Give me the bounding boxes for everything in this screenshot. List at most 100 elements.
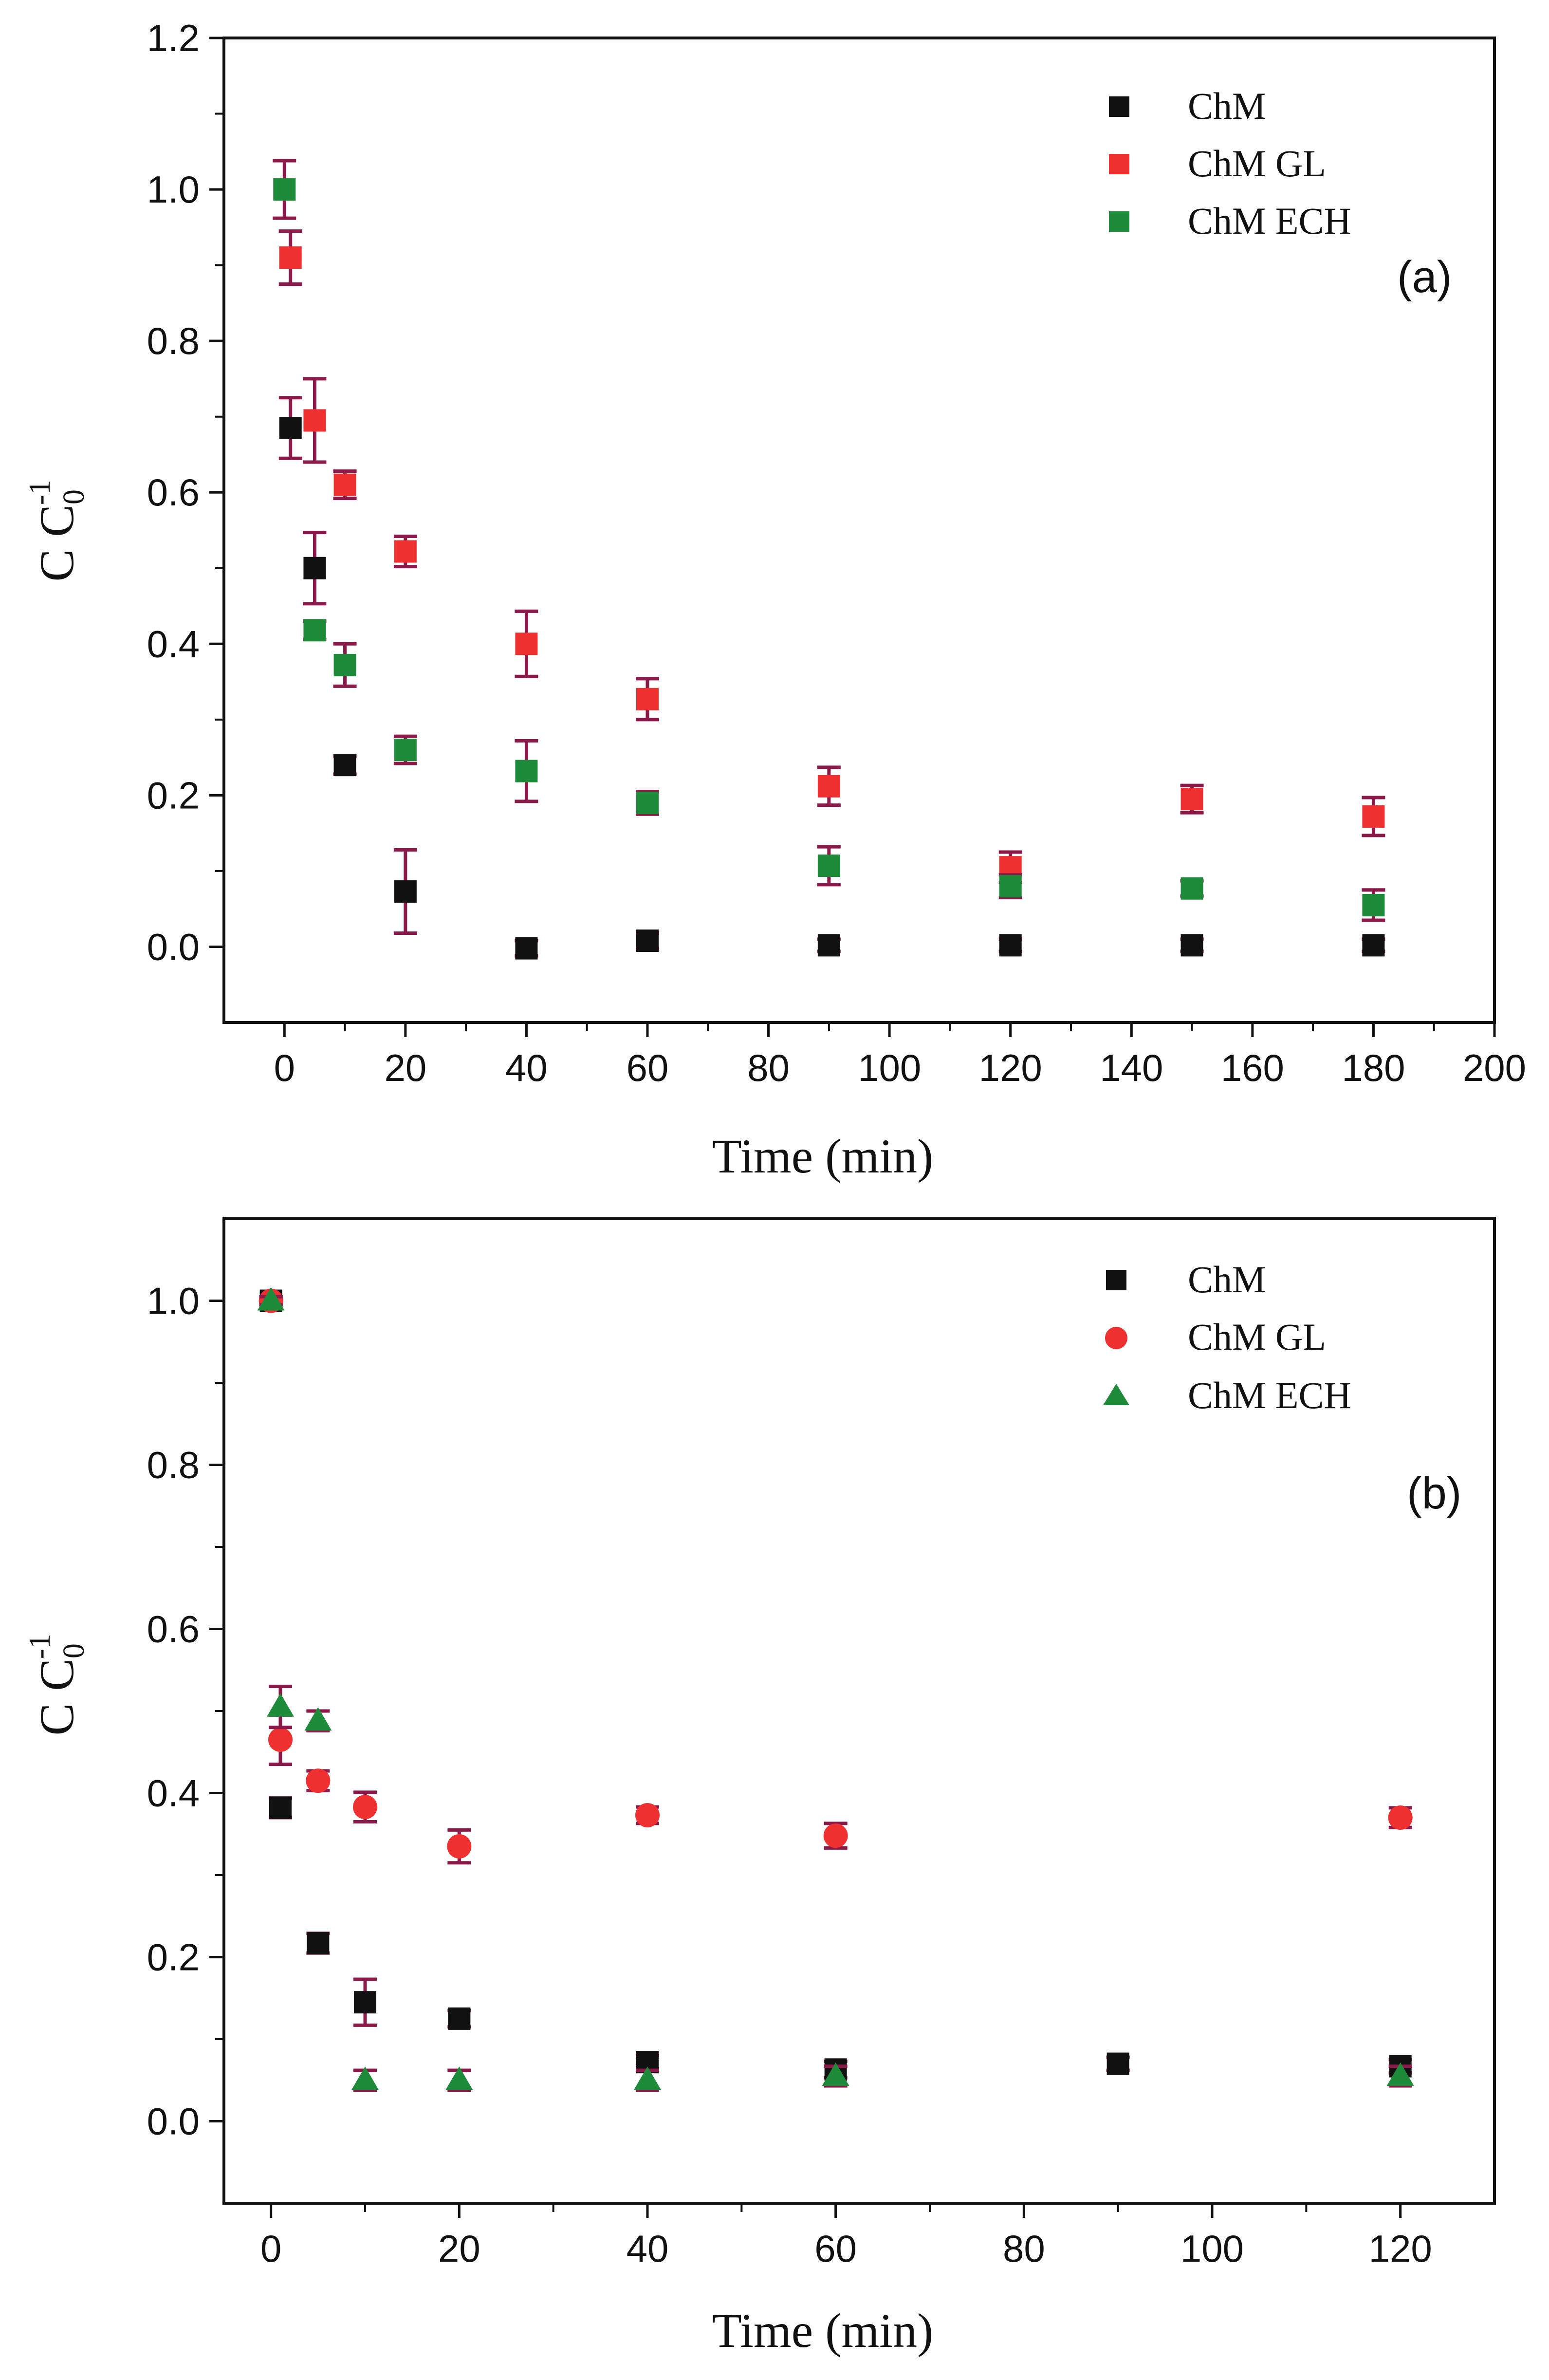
x-axis-label: Time (min) — [712, 2304, 934, 2358]
data-point-chm — [1362, 934, 1385, 957]
data-point-chm — [394, 880, 417, 903]
y-axis-label-main: C C — [30, 1658, 84, 1735]
x-tick-label: 200 — [1463, 1046, 1526, 1089]
series-chm — [278, 396, 1385, 960]
data-point-chm-gl — [823, 1823, 848, 1848]
data-point-chm-ech — [817, 855, 840, 877]
x-tick-label: 120 — [1369, 2227, 1432, 2270]
legend-label-chm: ChM — [1188, 1258, 1266, 1301]
data-point-chm-gl — [515, 632, 538, 655]
x-tick-label: 120 — [979, 1046, 1042, 1089]
data-point-chm — [1180, 934, 1203, 957]
legend-label-chm-ech: ChM ECH — [1188, 200, 1351, 242]
y-tick-label: 0.2 — [147, 774, 200, 817]
data-point-chm-ech — [515, 760, 538, 782]
data-point-chm — [279, 417, 302, 440]
data-point-chm-gl — [268, 1727, 293, 1752]
data-point-chm-gl — [1362, 805, 1385, 828]
data-point-chm-gl — [636, 688, 659, 710]
data-point-chm — [269, 1796, 292, 1819]
y-tick-label: 0.2 — [147, 1936, 200, 1979]
data-point-chm-gl — [303, 409, 326, 432]
data-point-chm-ech — [394, 739, 417, 762]
legend-marker-chm-gl — [1109, 154, 1129, 174]
x-tick-label: 60 — [627, 1046, 669, 1089]
data-point-chm-gl — [333, 473, 356, 496]
legend-label-chm-gl: ChM GL — [1188, 1316, 1326, 1358]
data-point-chm-gl — [353, 1795, 377, 1820]
x-tick-label: 40 — [505, 1046, 548, 1089]
x-tick-label: 140 — [1100, 1046, 1163, 1089]
data-point-chm — [999, 934, 1022, 957]
y-tick-label: 0.8 — [147, 319, 200, 362]
data-point-chm-ech — [634, 2066, 661, 2090]
y-axis-label-sub: 0 — [57, 489, 91, 504]
legend-marker-chm — [1106, 1270, 1126, 1290]
data-point-chm — [333, 754, 356, 777]
data-point-chm — [1106, 2052, 1129, 2075]
data-point-chm — [515, 937, 538, 960]
legend-label-chm-gl: ChM GL — [1188, 142, 1326, 185]
data-point-chm-ech — [636, 791, 659, 814]
y-tick-label: 0.0 — [147, 925, 200, 968]
data-point-chm-gl — [1388, 1805, 1413, 1830]
y-tick-label: 0.6 — [147, 1608, 200, 1651]
data-point-chm — [817, 934, 840, 957]
y-tick-label: 0.6 — [147, 471, 200, 514]
y-axis-label-sub: 0 — [57, 1643, 91, 1658]
svg-text:C C0-1: C C0-1 — [23, 480, 91, 581]
x-tick-label: 80 — [1003, 2227, 1045, 2270]
data-point-chm — [448, 2007, 471, 2030]
y-tick-label: 0.4 — [147, 1772, 200, 1815]
y-tick-label: 1.2 — [147, 17, 200, 59]
data-point-chm-ech — [822, 2062, 849, 2086]
panel-a: 0 20 40 60 80 100 120 140 160 180 200 0.0 0.2 0.4 0.6 0… — [23, 17, 1526, 1183]
y-axis-label-sup: -1 — [23, 480, 56, 505]
x-tick-label: 160 — [1221, 1046, 1284, 1089]
data-point-chm — [354, 1991, 376, 2014]
y-axis-label-main: C C — [30, 504, 84, 581]
data-point-chm-ech — [273, 178, 296, 201]
legend-marker-chm — [1109, 96, 1129, 117]
legend-marker-chm-ech — [1103, 1384, 1129, 1405]
data-point-chm-ech — [304, 1707, 332, 1731]
x-tick-label: 100 — [1180, 2227, 1244, 2270]
data-point-chm-ech — [333, 653, 356, 676]
legend: ChM ChM GL ChM ECH — [1103, 1258, 1351, 1416]
data-point-chm-ech — [257, 1287, 285, 1311]
x-tick-label: 20 — [438, 2227, 480, 2270]
legend-label-chm-ech: ChM ECH — [1188, 1374, 1351, 1416]
y-tick-label: 0.4 — [147, 622, 200, 665]
y-tick-label: 0.8 — [147, 1444, 200, 1487]
data-point-chm-gl — [394, 540, 417, 563]
plot-frame — [222, 1217, 1496, 2205]
data-point-chm-gl — [447, 1834, 472, 1859]
data-point-chm-gl — [1180, 788, 1203, 811]
y-tick-label: 1.0 — [147, 1280, 200, 1322]
x-tick-label: 100 — [858, 1046, 921, 1089]
y-tick-label: 0.0 — [147, 2100, 200, 2143]
legend-marker-chm-ech — [1109, 211, 1129, 232]
x-tick-label: 20 — [384, 1046, 426, 1089]
y-axis-label: C C0-1 — [23, 480, 91, 581]
series-chm-gl — [278, 229, 1385, 884]
data-point-chm-ech — [445, 2066, 473, 2090]
x-axis-label: Time (min) — [712, 1129, 934, 1183]
data-point-chm-ech — [1386, 2062, 1414, 2086]
data-point-chm — [303, 557, 326, 579]
data-point-chm-ech — [351, 2066, 379, 2090]
legend-label-chm: ChM — [1188, 85, 1266, 127]
x-tick-label: 0 — [274, 1046, 295, 1089]
data-point-chm-gl — [635, 1803, 660, 1827]
panel-label: (a) — [1397, 252, 1452, 302]
data-point-chm-ech — [1362, 893, 1385, 916]
panel-label: (b) — [1407, 1469, 1461, 1518]
legend: ChM ChM GL ChM ECH — [1109, 85, 1351, 242]
plot-frame — [222, 37, 1496, 1024]
y-axis-label-sup: -1 — [23, 1634, 56, 1659]
svg-text:C C0-1: C C0-1 — [23, 1634, 91, 1735]
series-chm-ech — [273, 159, 1385, 922]
x-tick-label: 0 — [260, 2227, 281, 2270]
data-point-chm-ech — [303, 619, 326, 642]
